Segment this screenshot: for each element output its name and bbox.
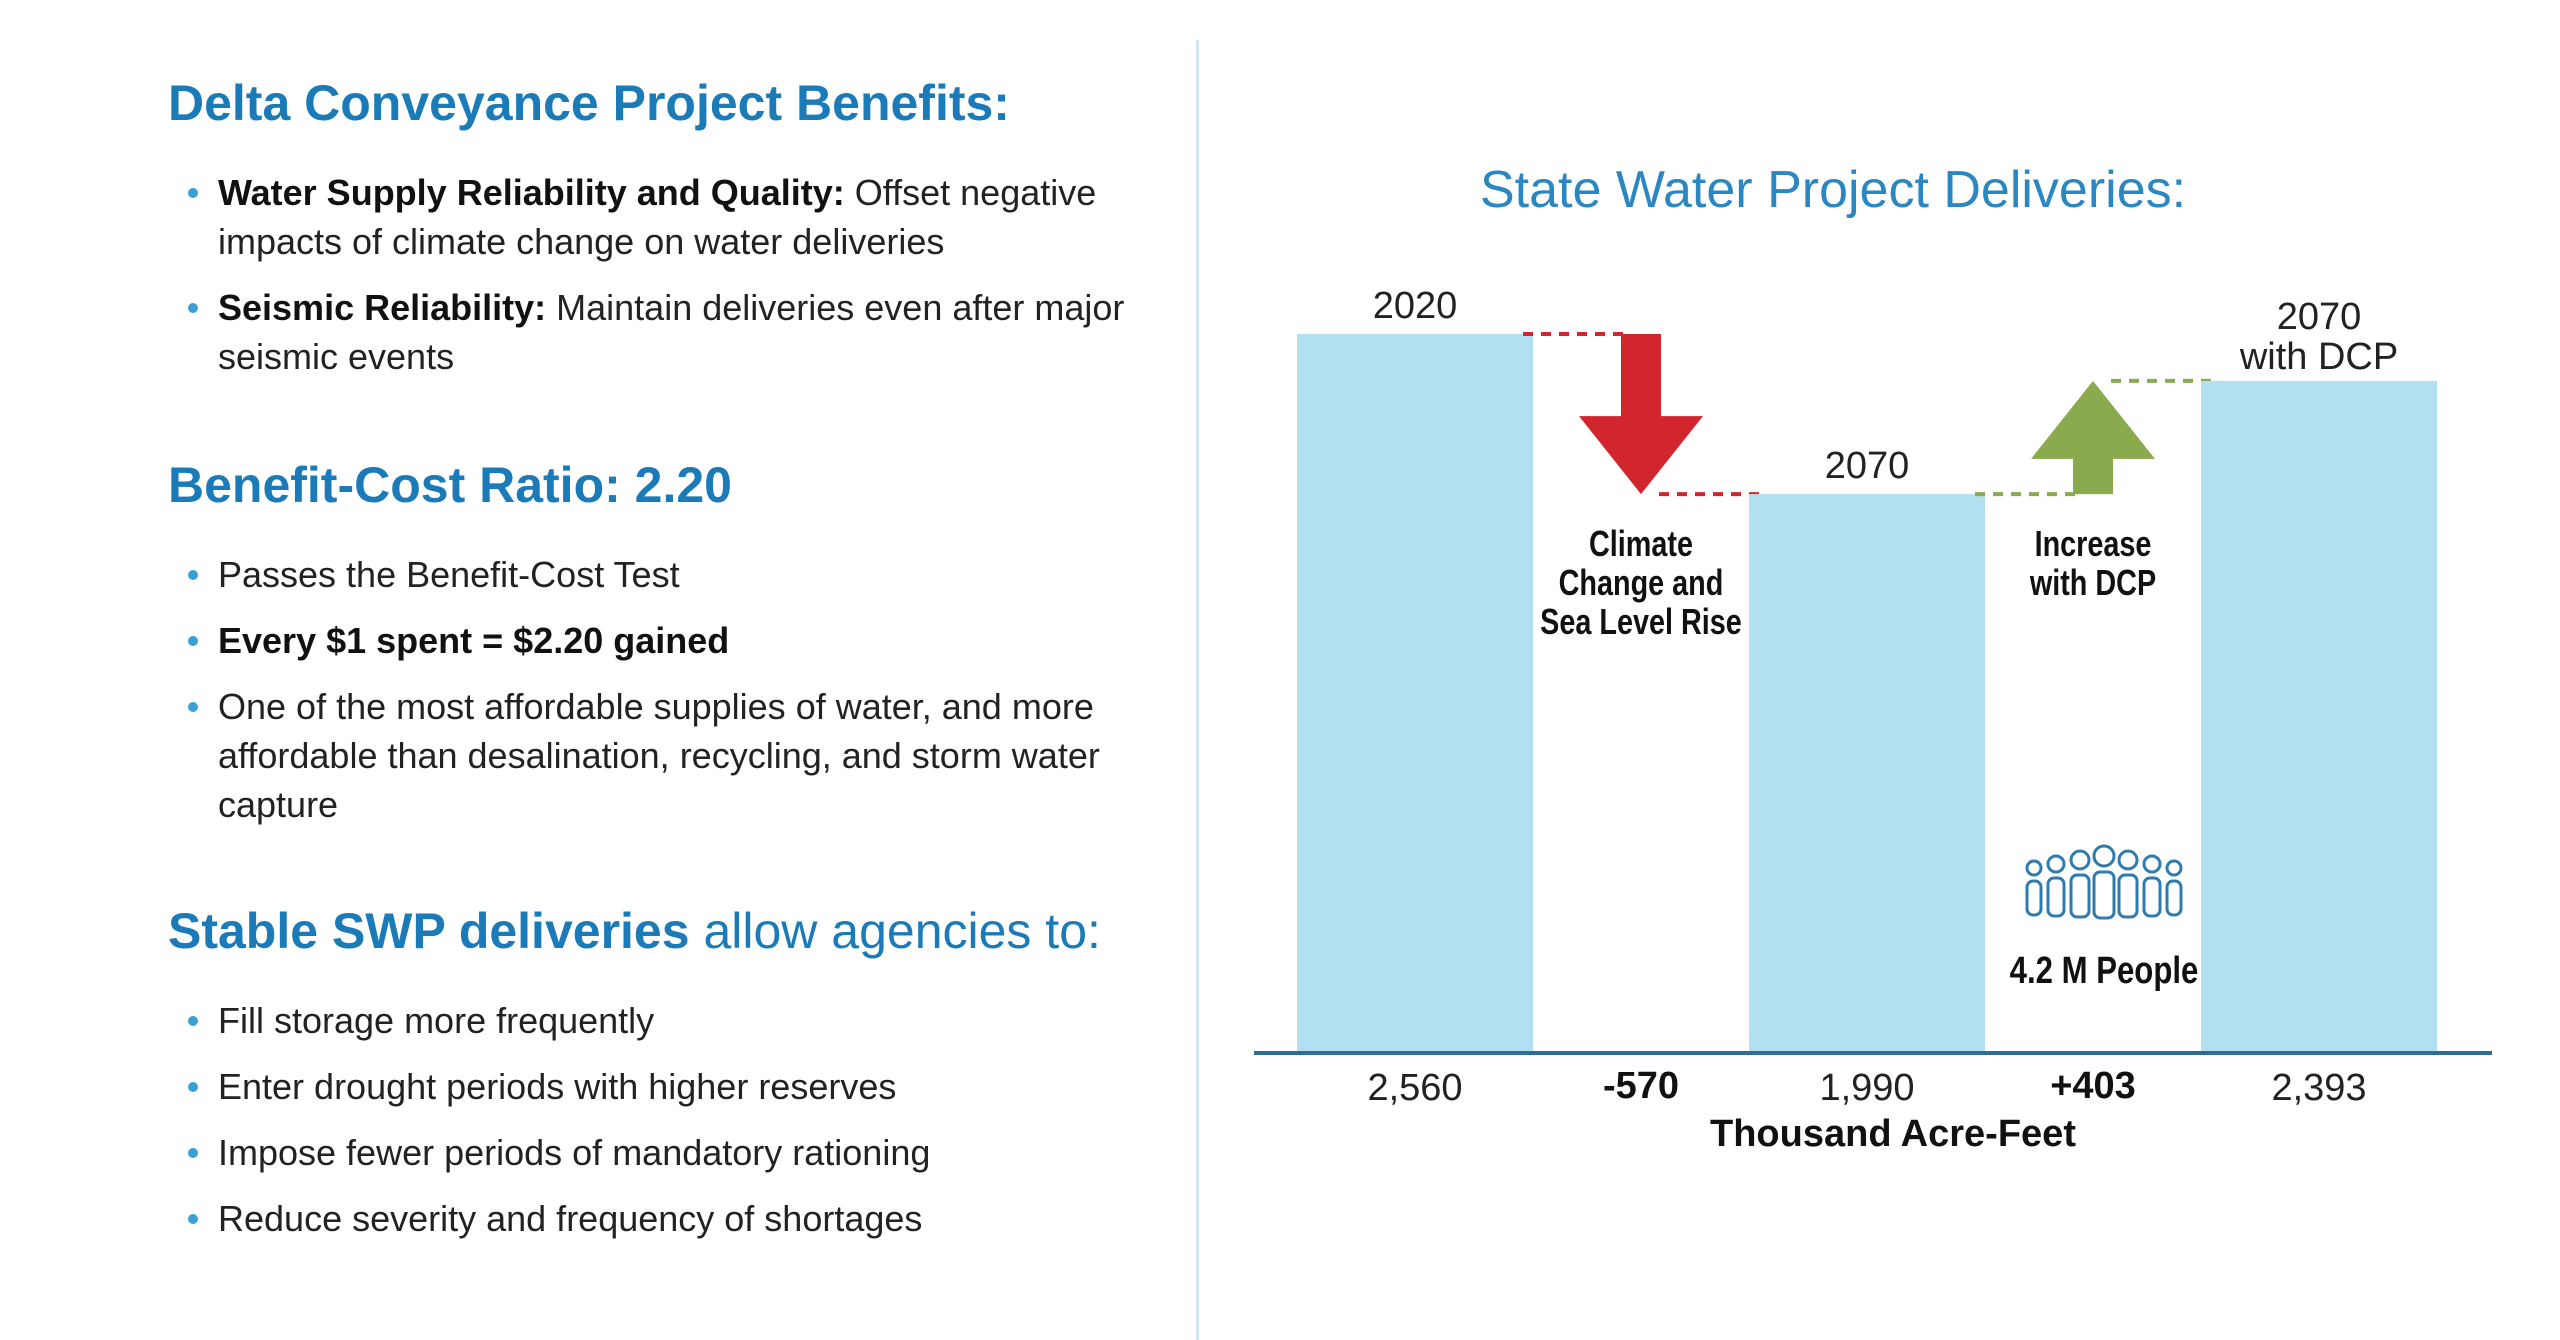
bcr-item-text: One of the most affordable supplies of w…: [218, 686, 1100, 825]
stable-item: Fill storage more frequently: [168, 996, 1168, 1045]
stable-item: Enter drought periods with higher reserv…: [168, 1062, 1168, 1111]
people-group-icon: [2025, 844, 2183, 920]
bcr-item-bold: Every $1 spent = $2.20 gained: [218, 620, 730, 661]
bcr-item-text: Passes the Benefit-Cost Test: [218, 554, 680, 595]
bar-2: [1749, 494, 1985, 1053]
step-label-line: Climate: [1589, 523, 1693, 564]
step-label-line: with DCP: [2029, 562, 2156, 603]
bcr-item: One of the most affordable supplies of w…: [168, 682, 1168, 829]
stable-item: Impose fewer periods of mandatory ration…: [168, 1128, 1168, 1177]
bar-4: [2201, 380, 2437, 1053]
value-label: 2,560: [1367, 1067, 1462, 1109]
x-axis-label: Thousand Acre-Feet: [1710, 1113, 2076, 1155]
stable-heading: Stable SWP deliveries allow agencies to:: [168, 902, 1101, 960]
bar-label-line: 2070: [2277, 296, 2362, 338]
step-label-line: Sea Level Rise: [1540, 601, 1742, 642]
decrease-arrow: [1579, 334, 1703, 495]
benefits-item-text: Maintain deliveries even after major sei…: [218, 287, 1125, 377]
benefits-item: Water Supply Reliability and Quality: Of…: [168, 168, 1168, 266]
stable-heading-bold: Stable SWP deliveries: [168, 903, 690, 959]
value-label: +403: [2050, 1065, 2136, 1107]
benefits-item-bold: Seismic Reliability:: [218, 287, 547, 328]
value-label: -570: [1603, 1065, 1679, 1107]
panel-divider: [1196, 40, 1199, 1340]
step-label-line: Increase: [2035, 523, 2152, 564]
bar-label-line: with DCP: [2239, 336, 2398, 378]
bar-0: [1297, 334, 1533, 1053]
people-annotation: 4.2 M People: [2010, 950, 2199, 992]
stable-heading-light: allow agencies to:: [689, 903, 1101, 959]
benefits-item-bold: Water Supply Reliability and Quality:: [218, 172, 845, 213]
stable-item-text: Fill storage more frequently: [218, 1000, 655, 1041]
benefits-item: Seismic Reliability: Maintain deliveries…: [168, 283, 1168, 381]
stable-item-text: Reduce severity and frequency of shortag…: [218, 1198, 923, 1239]
benefits-item-text: Offset negative impacts of climate chang…: [218, 172, 1097, 262]
value-label: 1,990: [1819, 1067, 1914, 1109]
bcr-heading: Benefit-Cost Ratio: 2.20: [168, 457, 732, 513]
bar-label: 2020: [1373, 285, 1458, 327]
bcr-list: Passes the Benefit-Cost Test Every $1 spe…: [168, 550, 1168, 846]
benefits-heading: Delta Conveyance Project Benefits:: [168, 75, 1010, 131]
chart-title: State Water Project Deliveries:: [1480, 161, 2187, 219]
benefits-list: Water Supply Reliability and Quality: Of…: [168, 168, 1168, 398]
bcr-item: Every $1 spent = $2.20 gained: [168, 616, 1168, 665]
stable-list: Fill storage more frequently Enter drough…: [168, 996, 1168, 1260]
increase-arrow: [2031, 380, 2155, 495]
stable-item-text: Impose fewer periods of mandatory ration…: [218, 1132, 931, 1173]
value-label: 2,393: [2271, 1067, 2366, 1109]
step-label-line: Change and: [1559, 562, 1724, 603]
bcr-item: Passes the Benefit-Cost Test: [168, 550, 1168, 599]
stable-item: Reduce severity and frequency of shortag…: [168, 1194, 1168, 1243]
bar-label: 2070: [1825, 445, 1910, 487]
stable-item-text: Enter drought periods with higher reserv…: [218, 1066, 897, 1107]
